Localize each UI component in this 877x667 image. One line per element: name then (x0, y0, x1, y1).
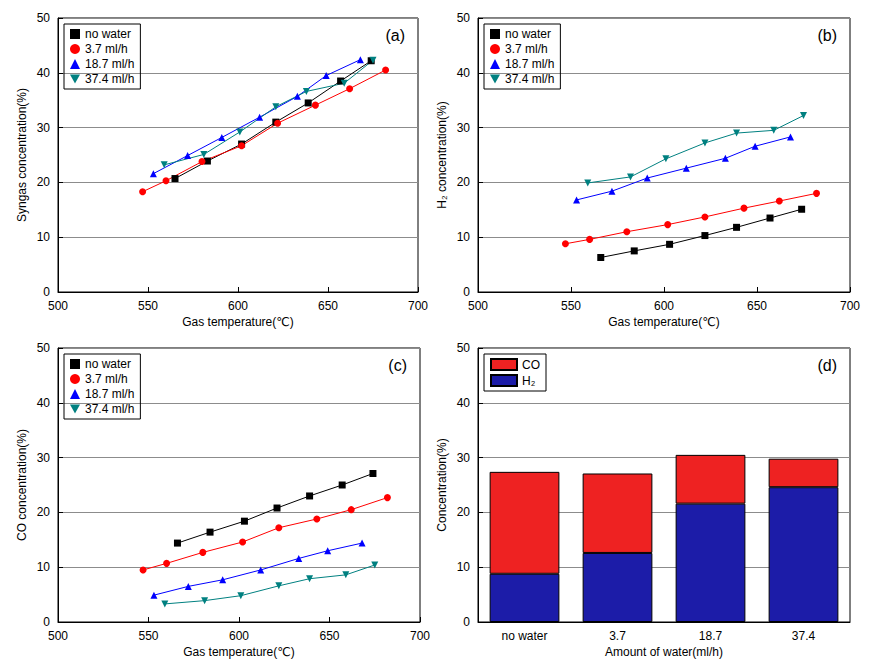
svg-text:650: 650 (318, 299, 338, 313)
svg-text:600: 600 (228, 299, 248, 313)
svg-text:20: 20 (457, 175, 471, 189)
svg-text:CO: CO (522, 358, 540, 372)
svg-text:H₂ concentration(%): H₂ concentration(%) (435, 101, 449, 208)
svg-text:0: 0 (463, 615, 470, 629)
svg-text:20: 20 (37, 175, 51, 189)
svg-text:10: 10 (457, 560, 471, 574)
svg-text:700: 700 (408, 299, 428, 313)
svg-text:Syngas concentration(%): Syngas concentration(%) (15, 88, 29, 222)
svg-text:37.4 ml/h: 37.4 ml/h (505, 72, 554, 86)
svg-text:700: 700 (840, 299, 860, 313)
svg-text:37.4 ml/h: 37.4 ml/h (85, 402, 134, 416)
svg-text:20: 20 (457, 505, 471, 519)
svg-text:550: 550 (561, 299, 581, 313)
svg-text:37.4 ml/h: 37.4 ml/h (85, 72, 134, 86)
svg-text:10: 10 (457, 230, 471, 244)
svg-text:50: 50 (37, 11, 51, 25)
svg-text:40: 40 (37, 396, 51, 410)
svg-text:0: 0 (43, 615, 50, 629)
svg-text:10: 10 (37, 560, 51, 574)
svg-text:Gas temperature(℃): Gas temperature(℃) (183, 645, 295, 659)
svg-text:CO concentration(%): CO concentration(%) (15, 429, 29, 541)
svg-text:600: 600 (229, 629, 249, 643)
svg-text:650: 650 (747, 299, 767, 313)
svg-text:30: 30 (37, 451, 51, 465)
svg-text:700: 700 (410, 629, 430, 643)
svg-text:40: 40 (457, 396, 471, 410)
svg-text:Concentration(%): Concentration(%) (435, 438, 449, 531)
svg-text:(c): (c) (388, 357, 407, 374)
svg-text:18.7 ml/h: 18.7 ml/h (85, 387, 134, 401)
svg-text:0: 0 (463, 285, 470, 299)
svg-text:3.7 ml/h: 3.7 ml/h (505, 42, 548, 56)
svg-text:500: 500 (468, 299, 488, 313)
svg-text:10: 10 (37, 230, 51, 244)
svg-text:500: 500 (48, 299, 68, 313)
svg-text:18.7: 18.7 (699, 629, 723, 643)
svg-text:no water: no water (85, 357, 131, 371)
svg-text:no water: no water (85, 27, 131, 41)
svg-text:(b): (b) (817, 27, 837, 44)
svg-text:650: 650 (319, 629, 339, 643)
svg-text:30: 30 (457, 121, 471, 135)
svg-text:600: 600 (654, 299, 674, 313)
svg-text:50: 50 (37, 341, 51, 355)
svg-text:30: 30 (37, 121, 51, 135)
svg-text:no water: no water (501, 629, 547, 643)
svg-text:H₂: H₂ (522, 374, 536, 388)
svg-text:Amount of water(ml/h): Amount of water(ml/h) (605, 645, 723, 659)
svg-text:50: 50 (457, 11, 471, 25)
svg-text:550: 550 (138, 629, 158, 643)
svg-text:20: 20 (37, 505, 51, 519)
svg-text:550: 550 (138, 299, 158, 313)
svg-text:30: 30 (457, 451, 471, 465)
svg-text:18.7 ml/h: 18.7 ml/h (85, 57, 134, 71)
svg-text:Gas temperature(℃): Gas temperature(℃) (608, 315, 720, 329)
svg-text:18.7 ml/h: 18.7 ml/h (505, 57, 554, 71)
svg-text:0: 0 (43, 285, 50, 299)
svg-text:3.7: 3.7 (609, 629, 626, 643)
svg-text:(a): (a) (385, 27, 405, 44)
svg-text:3.7 ml/h: 3.7 ml/h (85, 42, 128, 56)
svg-text:40: 40 (37, 66, 51, 80)
svg-text:40: 40 (457, 66, 471, 80)
svg-text:Gas temperature(℃): Gas temperature(℃) (182, 315, 294, 329)
svg-text:37.4: 37.4 (792, 629, 816, 643)
svg-text:3.7 ml/h: 3.7 ml/h (85, 372, 128, 386)
svg-text:50: 50 (457, 341, 471, 355)
svg-text:500: 500 (48, 629, 68, 643)
svg-text:no water: no water (505, 27, 551, 41)
svg-text:(d): (d) (817, 357, 837, 374)
